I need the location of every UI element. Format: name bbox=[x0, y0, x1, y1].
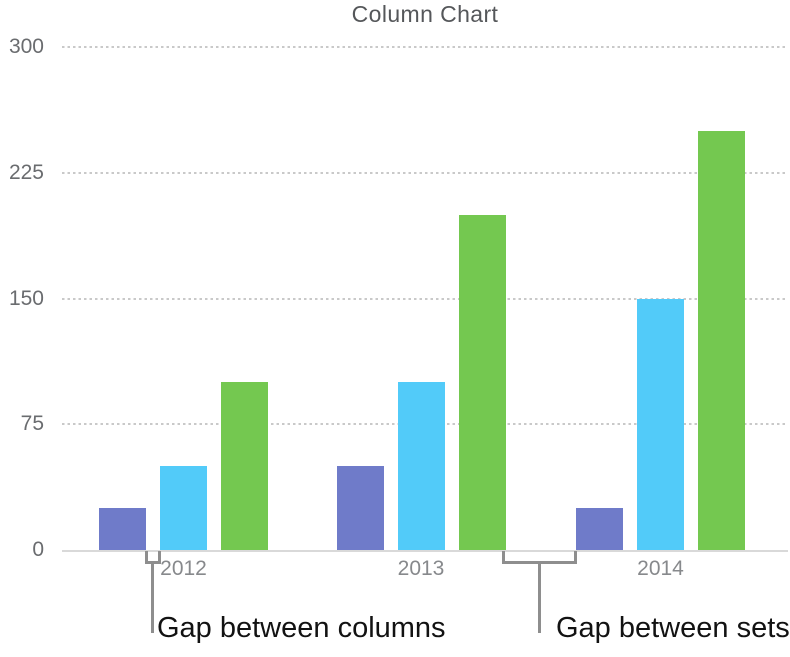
bar-2012-purple-series bbox=[99, 508, 146, 550]
x-axis-line bbox=[62, 550, 788, 552]
gridline-300 bbox=[62, 46, 788, 48]
gridline-225 bbox=[62, 171, 788, 174]
gap-between-columns-leader-line bbox=[151, 562, 154, 633]
chart-title: Column Chart bbox=[351, 1, 499, 27]
gap-between-columns-label: Gap between columns bbox=[157, 612, 446, 644]
bar-2013-blue-series bbox=[397, 382, 445, 550]
bar-2012-green-series bbox=[221, 382, 268, 550]
y-tick-label-225: 225 bbox=[8, 160, 44, 184]
bar-2013-purple-series bbox=[336, 466, 384, 550]
bar-2013-green-series bbox=[458, 214, 506, 550]
bar-2014-purple-series bbox=[576, 508, 623, 550]
y-tick-label-75: 75 bbox=[20, 412, 44, 436]
bar-2014-green-series bbox=[698, 130, 745, 550]
gridline-150 bbox=[62, 297, 788, 300]
y-tick-label-150: 150 bbox=[8, 286, 44, 310]
bar-2014-blue-series bbox=[637, 298, 684, 550]
gap-between-sets-leader-line bbox=[538, 562, 541, 633]
x-category-label-2012: 2012 bbox=[160, 557, 207, 580]
y-tick-label-0: 0 bbox=[32, 538, 44, 561]
x-category-label-2013: 2013 bbox=[397, 557, 445, 580]
bar-2012-blue-series bbox=[160, 466, 207, 550]
x-category-label-2014: 2014 bbox=[637, 557, 684, 580]
gap-between-sets-label: Gap between sets bbox=[556, 612, 790, 644]
y-tick-label-300: 300 bbox=[8, 35, 44, 58]
